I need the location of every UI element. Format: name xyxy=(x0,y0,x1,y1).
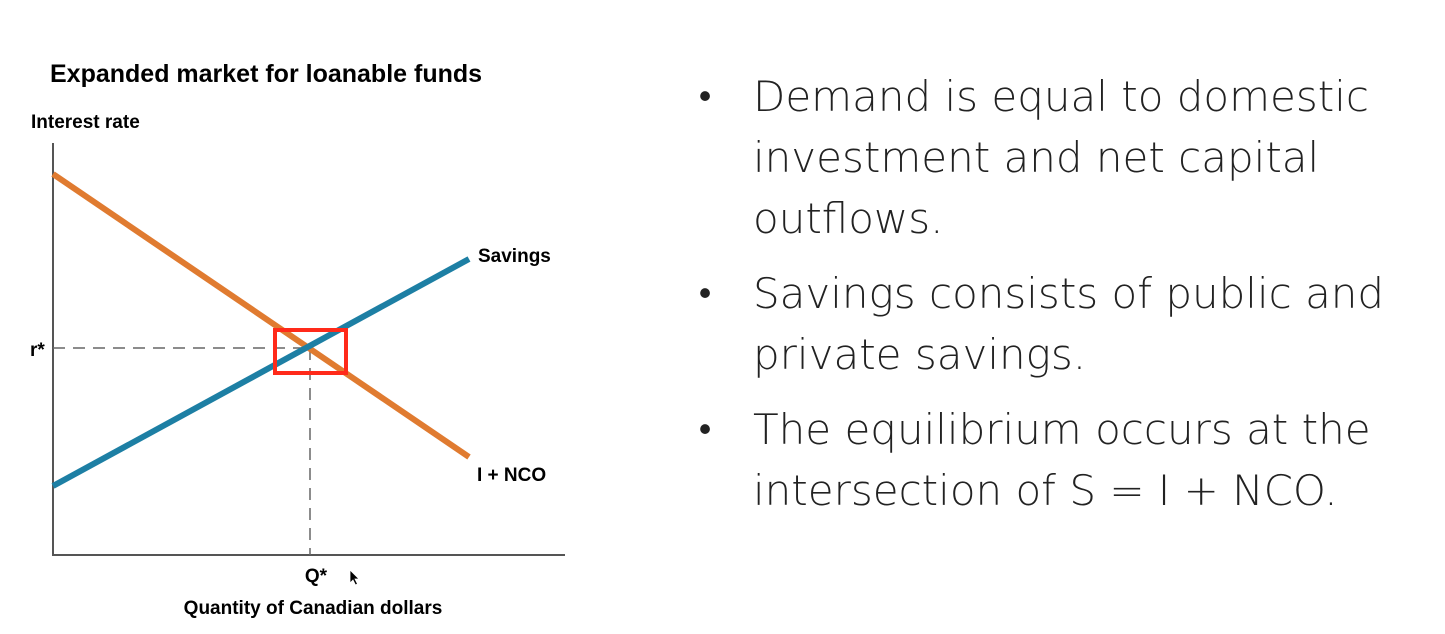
series-line-savings xyxy=(51,256,471,489)
equilibrium-highlight-box xyxy=(273,328,348,375)
y-axis-label: Interest rate xyxy=(31,112,140,133)
bullet-text: Demand is equal to domestic investment a… xyxy=(753,72,1369,243)
series-label-i-nco: I + NCO xyxy=(477,465,546,486)
bullet-text: Savings consists of public and private s… xyxy=(753,269,1385,379)
chart-title: Expanded market for loanable funds xyxy=(50,60,482,88)
mouse-cursor-icon xyxy=(349,569,360,586)
x-axis-label: Quantity of Canadian dollars xyxy=(184,598,443,619)
bullet-dot-icon: • xyxy=(698,76,712,117)
series-line-i-nco xyxy=(51,171,471,460)
bullet-dot-icon: • xyxy=(698,273,712,314)
x-tick-label-q-star: Q* xyxy=(305,566,328,587)
bullet-dot-icon: • xyxy=(698,409,712,450)
bullet-list: • Demand is equal to domestic investment… xyxy=(690,66,1410,535)
bullet-text: The equilibrium occurs at the intersecti… xyxy=(753,405,1371,515)
series-label-savings: Savings xyxy=(478,246,551,267)
loanable-funds-chart: Expanded market for loanable funds Inter… xyxy=(30,60,565,619)
bullet-item: • Demand is equal to domestic investment… xyxy=(690,66,1410,249)
bullet-item: • The equilibrium occurs at the intersec… xyxy=(690,399,1410,521)
bullet-item: • Savings consists of public and private… xyxy=(690,263,1410,385)
y-tick-label-r-star: r* xyxy=(30,340,45,361)
